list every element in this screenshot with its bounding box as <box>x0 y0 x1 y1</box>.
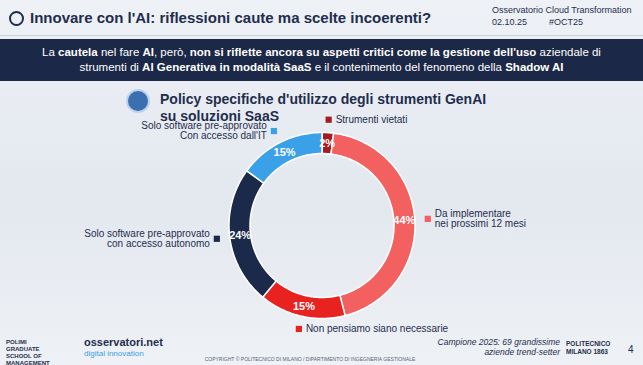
svg-text:Strumenti vietati: Strumenti vietati <box>336 114 408 125</box>
svg-text:44%: 44% <box>393 214 415 226</box>
svg-text:Da implementarenei prossimi 12: Da implementarenei prossimi 12 mesi <box>435 208 526 229</box>
svg-text:15%: 15% <box>274 146 296 158</box>
svg-text:Solo software pre-approvatoCon: Solo software pre-approvatoCon accesso d… <box>141 120 267 141</box>
svg-text:2%: 2% <box>319 137 335 149</box>
svg-text:Non pensiamo siano necessarie: Non pensiamo siano necessarie <box>306 323 449 334</box>
svg-text:Solo software pre-approvatocon: Solo software pre-approvatocon accesso a… <box>84 228 210 249</box>
svg-text:24%: 24% <box>229 229 251 241</box>
svg-text:15%: 15% <box>293 300 315 312</box>
